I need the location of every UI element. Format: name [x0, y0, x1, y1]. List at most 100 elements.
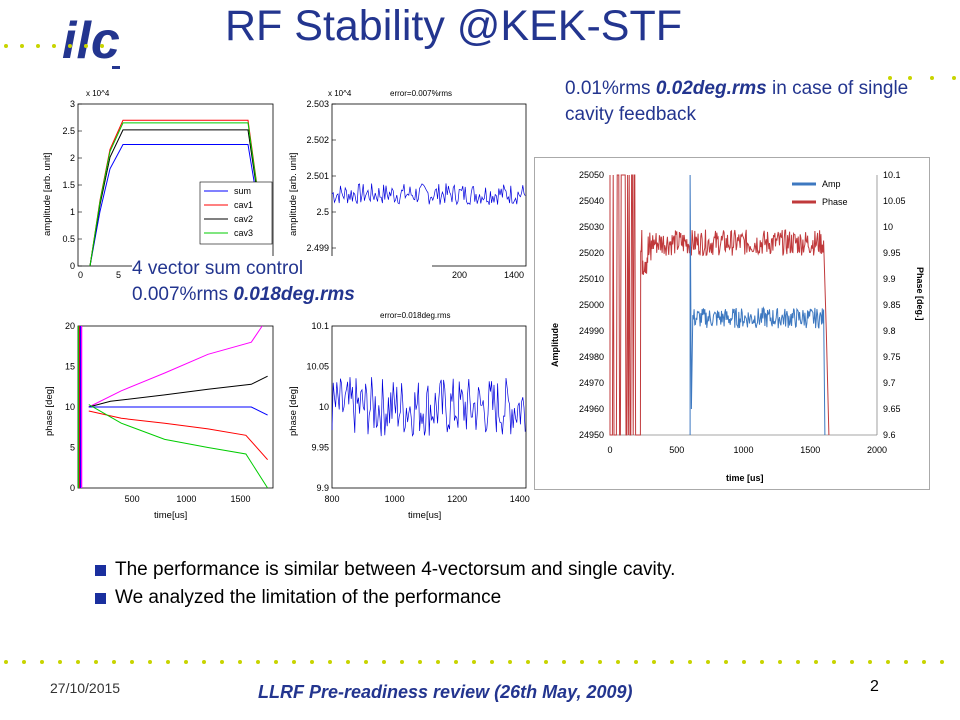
bottom-dots [4, 660, 944, 664]
chart5-y2tick: 10.05 [883, 196, 906, 206]
chart2-ytick: 2.501 [306, 171, 329, 181]
chart5-y2tick: 9.9 [883, 274, 896, 284]
chart3-xtick: 500 [125, 494, 140, 504]
chart5-xlabel: time [us] [726, 473, 764, 483]
chart3-series-line [88, 375, 268, 408]
chart3-series-line [88, 406, 268, 416]
chart4-xtick: 1200 [447, 494, 467, 504]
chart2-xtick: 1400 [504, 270, 524, 280]
chart1-ytick: 2 [70, 153, 75, 163]
chart1-ytick: 1 [70, 207, 75, 217]
bullet-item: The performance is similar between 4-vec… [95, 556, 675, 584]
chart5-y2tick: 9.75 [883, 352, 901, 362]
ilc-logo: ilc [62, 10, 132, 77]
bullet-item: We analyzed the limitation of the perfor… [95, 584, 675, 612]
chart4-xtick: 1000 [385, 494, 405, 504]
chart3-ytick: 15 [65, 362, 75, 372]
chart2-ytick: 2.499 [306, 243, 329, 253]
chart5-ylabel: Amplitude [550, 323, 560, 367]
chart2-title: error=0.007%rms [390, 89, 452, 98]
top-left-dots [4, 44, 104, 48]
chart1-multiplier: x 10^4 [86, 89, 110, 98]
chart1-legend-label: sum [234, 186, 251, 196]
chart5-ytick: 25010 [579, 274, 604, 284]
chart4-series-line [331, 377, 526, 437]
chart5-xtick: 1500 [800, 445, 820, 455]
bullet-list: The performance is similar between 4-vec… [95, 556, 675, 612]
chart2-ytick: 2.502 [306, 135, 329, 145]
chart5-xtick: 1000 [733, 445, 753, 455]
chart1-series-cav3 [89, 122, 259, 267]
caption-vector-sum: 4 vector sum control 0.007%rms 0.018deg.… [132, 256, 432, 308]
caption-right-text2: in case of single cavity feedback [565, 78, 909, 125]
chart1-ytick: 3 [70, 99, 75, 109]
chart5-y2tick: 10.1 [883, 170, 901, 180]
chart5-ytick: 24990 [579, 326, 604, 336]
chart3-ytick: 10 [65, 402, 75, 412]
chart4-xtick: 1400 [510, 494, 530, 504]
chart3-series-line [88, 404, 269, 489]
chart5-ytick: 24960 [579, 404, 604, 414]
chart5-y2tick: 10 [883, 222, 893, 232]
chart2-multiplier: x 10^4 [328, 89, 352, 98]
chart5-series-amp [689, 174, 826, 436]
chart3-series-line [88, 325, 263, 408]
chart4-ytick: 10.1 [311, 321, 329, 331]
chart2-ytick: 2.5 [316, 207, 329, 217]
caption-single-cavity: 0.01%rms 0.02deg.rms in case of single c… [565, 76, 925, 128]
chart3-xtick: 1500 [230, 494, 250, 504]
chart5-legend-label: Amp [822, 179, 841, 189]
chart5-series-phase [609, 174, 830, 436]
chart5-y2label: Phase [deg.] [915, 267, 925, 321]
chart-amplitude-error: x 10^4 error=0.007%rms 2.499 2.5 2.501 2.50… [288, 89, 527, 280]
chart3-ytick: 0 [70, 483, 75, 493]
chart4-title: error=0.018deg.rms [380, 311, 450, 320]
bullet-text: The performance is similar between 4-vec… [115, 559, 676, 580]
chart4-ytick: 10.05 [306, 362, 329, 372]
chart4-xlabel: time[us] [408, 510, 441, 521]
chart-amplitude-cavities: x 10^4 0 0.5 1 1.5 2 2.5 3 amplitude [arb. uni… [42, 89, 274, 280]
chart4-ylabel: phase [deg] [288, 386, 299, 436]
slide-title: RF Stability @KEK-STF [225, 2, 683, 50]
footer-title: LLRF Pre-readiness review (26th May, 200… [258, 682, 633, 702]
chart3-ytick: 20 [65, 321, 75, 331]
chart-phase-error: error=0.018deg.rms 9.9 9.95 10 10.05 10.1 80… [288, 311, 530, 521]
chart1-legend-label: cav2 [234, 214, 253, 224]
chart5-y2tick: 9.65 [883, 404, 901, 414]
chart4-ytick: 10 [319, 402, 329, 412]
chart5-legend-label: Phase [822, 197, 848, 207]
chart1-legend-label: cav3 [234, 228, 253, 238]
chart3-xlabel: time[us] [154, 510, 187, 521]
bullet-text: We analyzed the limitation of the perfor… [115, 587, 502, 608]
chart5-ytick: 24980 [579, 352, 604, 362]
chart1-series-sum [89, 144, 259, 267]
chart3-ylabel: phase [deg] [44, 386, 55, 436]
page-number: 2 [870, 678, 879, 695]
chart-phase-cavities: 0 5 10 15 20 500 1000 1500 phase [deg] time[us… [44, 321, 274, 521]
chart5-ytick: 25000 [579, 300, 604, 310]
chart5-ytick: 24950 [579, 430, 604, 440]
chart2-series-line [331, 183, 526, 206]
chart1-ytick: 2.5 [62, 126, 75, 136]
chart3-ytick: 5 [70, 443, 75, 453]
chart5-ytick: 25020 [579, 248, 604, 258]
bullet-square-icon [95, 564, 106, 576]
chart2-xtick: 200 [452, 270, 467, 280]
caption-right-text1: 0.01%rms [565, 78, 656, 99]
chart5-ytick: 24970 [579, 378, 604, 388]
caption-left-text: 0.007%rms [132, 284, 234, 305]
chart5-xtick: 0 [607, 445, 612, 455]
chart3-xtick: 1000 [176, 494, 196, 504]
caption-left-emphasis: 0.018deg.rms [233, 284, 355, 305]
logo-text: ilc [62, 12, 120, 70]
chart5-xtick: 500 [669, 445, 684, 455]
chart1-legend-label: cav1 [234, 200, 253, 210]
chart1-ytick: 0.5 [62, 234, 75, 244]
chart1-ytick: 0 [70, 261, 75, 271]
chart2-ytick: 2.503 [306, 99, 329, 109]
chart4-ytick: 9.9 [316, 483, 329, 493]
caption-left-line1: 4 vector sum control [132, 258, 304, 279]
chart5-y2tick: 9.6 [883, 430, 896, 440]
chart5-ytick: 25040 [579, 196, 604, 206]
top-right-dots [888, 76, 956, 80]
